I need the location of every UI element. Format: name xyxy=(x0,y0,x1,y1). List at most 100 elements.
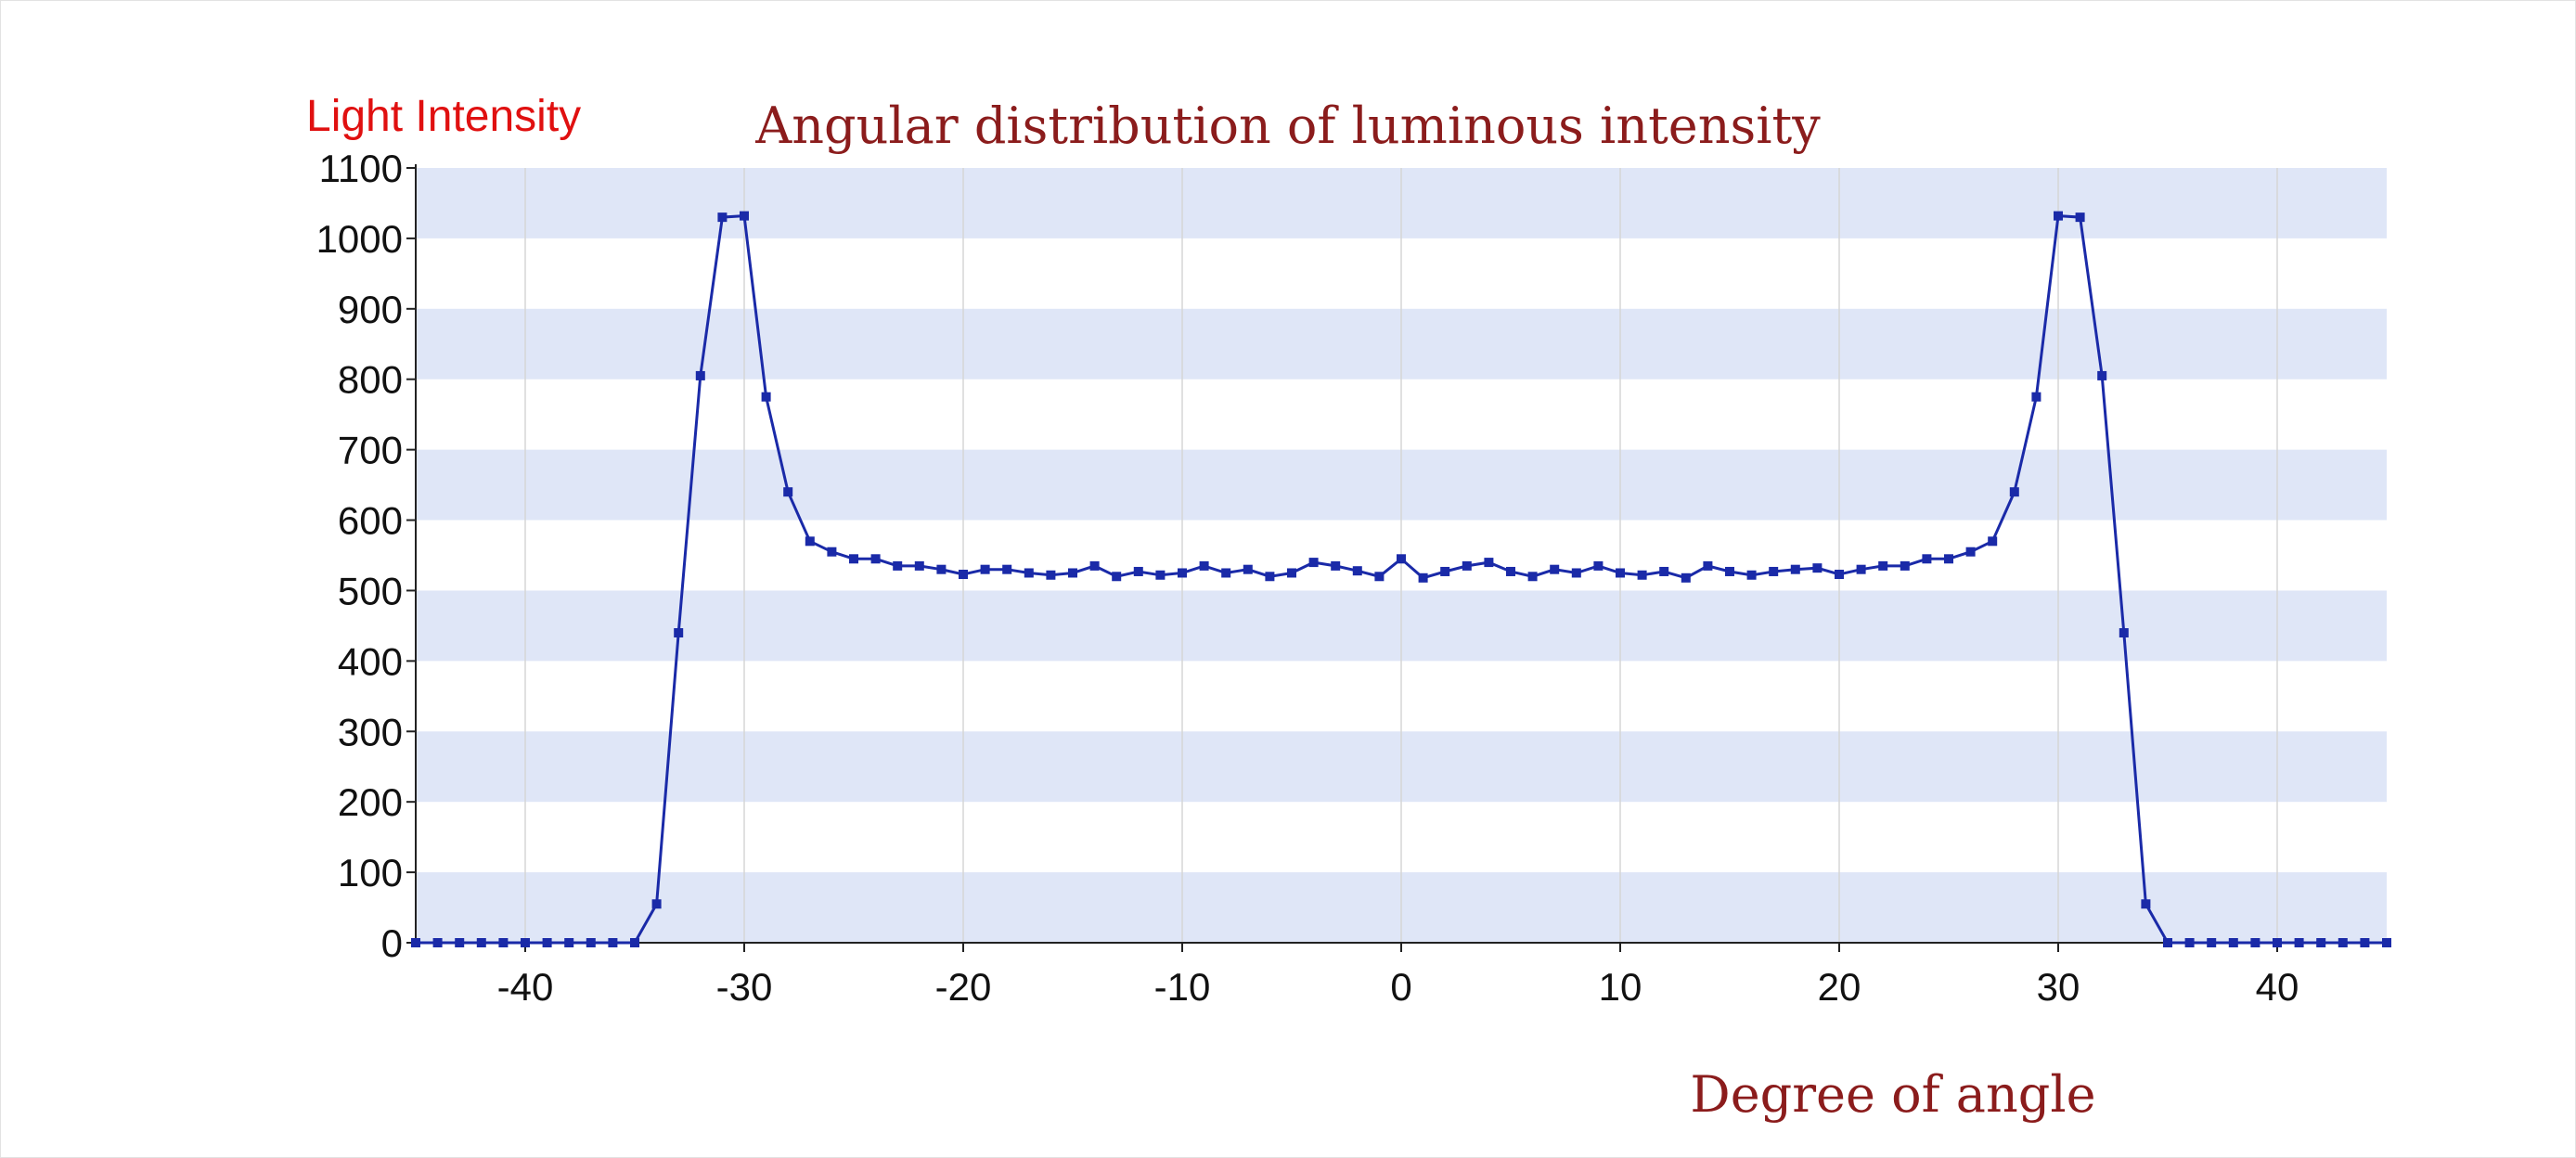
y-tick-label: 600 xyxy=(338,499,403,543)
x-tick-label: 30 xyxy=(2037,965,2080,1009)
data-point xyxy=(1659,566,1669,576)
data-point xyxy=(1746,570,1757,580)
data-point xyxy=(1550,564,1560,574)
data-point xyxy=(1112,572,1122,582)
data-point xyxy=(411,938,420,947)
y-tick-label: 800 xyxy=(338,358,403,402)
data-point xyxy=(432,938,443,947)
data-point xyxy=(1593,560,1604,571)
data-point xyxy=(1484,558,1494,568)
data-point xyxy=(1571,568,1581,578)
x-tick-label: -10 xyxy=(1154,965,1211,1009)
data-point xyxy=(1922,554,1932,564)
data-point xyxy=(2184,938,2195,947)
data-point xyxy=(827,547,837,557)
data-point xyxy=(455,938,465,947)
x-tick-label: 10 xyxy=(1599,965,1642,1009)
data-point xyxy=(1988,536,1998,547)
data-point xyxy=(849,554,858,564)
data-point xyxy=(1199,560,1209,571)
x-axis-label: Degree of angle xyxy=(1690,1065,2096,1124)
data-point xyxy=(1352,566,1362,576)
x-tick-label: -40 xyxy=(497,965,554,1009)
y-axis-label: Light Intensity xyxy=(306,92,582,141)
data-point xyxy=(1790,564,1800,574)
data-point xyxy=(2009,487,2019,497)
data-point xyxy=(959,569,968,579)
y-tick-label: 0 xyxy=(381,921,403,965)
data-point xyxy=(2273,938,2282,947)
data-point xyxy=(2054,211,2063,221)
x-tick-label: -30 xyxy=(716,965,773,1009)
data-point xyxy=(2141,899,2151,909)
data-point xyxy=(936,564,947,574)
data-point xyxy=(2294,938,2304,947)
data-point xyxy=(2119,628,2129,637)
data-point xyxy=(1331,560,1341,571)
y-tick-label: 200 xyxy=(338,780,403,824)
data-point xyxy=(2207,938,2217,947)
data-point xyxy=(1308,558,1319,568)
data-point xyxy=(2075,212,2085,223)
data-point xyxy=(2097,370,2107,380)
data-point xyxy=(2163,938,2172,947)
data-point xyxy=(1527,572,1538,582)
data-point xyxy=(1856,564,1866,574)
data-point xyxy=(1374,572,1385,582)
y-tick-label: 400 xyxy=(338,639,403,683)
x-tick-label: -20 xyxy=(935,965,992,1009)
data-point xyxy=(2316,938,2326,947)
data-point xyxy=(1221,568,1231,578)
data-point xyxy=(717,212,728,223)
data-point xyxy=(870,554,881,564)
y-tick-label: 500 xyxy=(338,569,403,612)
data-point xyxy=(1265,572,1275,582)
data-point xyxy=(1440,566,1450,576)
data-point xyxy=(805,536,815,547)
data-point xyxy=(1418,573,1428,583)
data-point xyxy=(740,211,749,221)
data-point xyxy=(1835,569,1844,579)
data-point xyxy=(1397,554,1406,564)
data-point xyxy=(1681,573,1691,583)
data-point xyxy=(1024,568,1034,578)
data-point xyxy=(2382,938,2391,947)
data-point xyxy=(2228,938,2238,947)
chart-title: Angular distribution of luminous intensi… xyxy=(755,96,1821,155)
y-tick-label: 1100 xyxy=(319,147,403,190)
data-point xyxy=(1462,560,1472,571)
data-point xyxy=(651,899,662,909)
data-point xyxy=(586,938,596,947)
data-point xyxy=(1287,568,1296,578)
y-tick-label: 1000 xyxy=(316,217,403,261)
y-tick-label: 100 xyxy=(338,851,403,894)
data-point xyxy=(1725,566,1734,576)
data-point xyxy=(2250,938,2260,947)
data-point xyxy=(1769,566,1779,576)
data-point xyxy=(2338,938,2348,947)
x-tick-label: 20 xyxy=(1818,965,1861,1009)
data-point xyxy=(893,560,903,571)
data-point xyxy=(542,938,552,947)
data-point xyxy=(1506,566,1515,576)
data-point xyxy=(783,487,793,497)
data-point xyxy=(695,370,705,380)
data-point xyxy=(521,938,530,947)
data-point xyxy=(980,564,990,574)
data-point xyxy=(1178,568,1187,578)
data-point xyxy=(564,938,574,947)
data-point xyxy=(674,628,684,637)
data-point xyxy=(1965,547,1976,557)
data-point xyxy=(761,392,771,402)
data-point xyxy=(1002,564,1012,574)
data-point xyxy=(1616,568,1625,578)
data-point xyxy=(1878,560,1888,571)
data-point xyxy=(1133,566,1143,576)
data-point xyxy=(1046,570,1056,580)
data-point xyxy=(1812,563,1823,573)
data-point xyxy=(608,938,618,947)
data-point xyxy=(1089,560,1100,571)
data-point xyxy=(630,938,639,947)
data-point xyxy=(1637,570,1647,580)
